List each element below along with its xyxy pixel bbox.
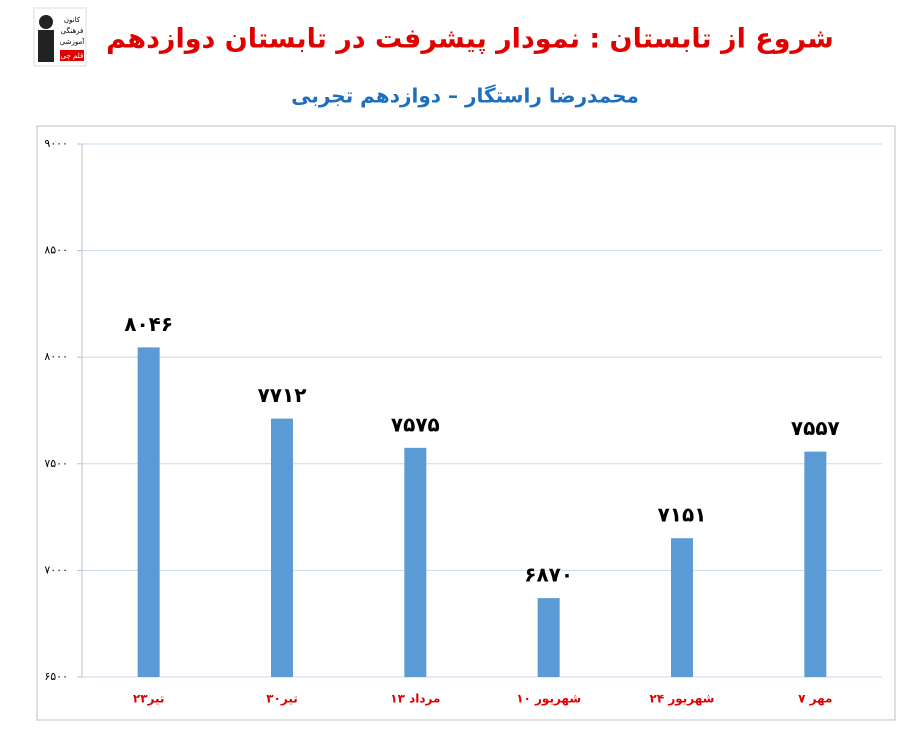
logo-text: آموزشی <box>60 37 85 46</box>
logo-badge <box>60 50 84 61</box>
x-tick-label: ۲۳تیر <box>133 692 165 706</box>
chart-frame <box>36 125 896 721</box>
y-tick-label: ۷۵۰۰ <box>44 457 68 470</box>
x-tick-label: ۳۰تیر <box>266 692 298 706</box>
logo-icon <box>38 30 54 62</box>
chart-title: شروع از تابستان : نمودار پیشرفت در تابست… <box>106 24 834 55</box>
logo-text: قلم چی <box>61 52 84 60</box>
x-tick-label: ۱۳ مرداد <box>390 692 440 706</box>
bar <box>671 538 693 677</box>
x-tick-label: ۷ مهر <box>798 692 832 706</box>
bar <box>404 447 427 677</box>
value-label: ۸۰۴۶ <box>124 312 173 336</box>
y-tick-label: ۸۵۰۰ <box>44 244 68 257</box>
y-tick-label: ۶۵۰۰ <box>44 670 68 683</box>
value-label: ۷۱۵۱ <box>658 503 707 527</box>
logo-text: فرهنگی <box>61 26 84 35</box>
bar <box>271 418 293 677</box>
logo: کانون فرهنگی آموزشی قلم چی <box>33 7 87 67</box>
value-label: ۶۸۷۰ <box>524 563 573 587</box>
y-tick-label: ۷۰۰۰ <box>44 563 68 576</box>
chart-subtitle: محمدرضا راستگار – دوازدهم تجربی <box>291 84 639 108</box>
bar <box>537 598 560 677</box>
logo-text: کانون <box>64 16 81 24</box>
x-tick-label: ۲۴ شهریور <box>650 692 715 707</box>
y-tick-label: ۸۰۰۰ <box>44 350 68 363</box>
bar <box>137 347 160 677</box>
value-label: ۷۵۷۵ <box>391 412 440 436</box>
x-tick-label: ۱۰ شهریور <box>516 692 581 707</box>
value-label: ۷۷۱۲ <box>258 383 307 407</box>
y-tick-label: ۹۰۰۰ <box>44 137 68 150</box>
logo-icon <box>39 15 53 29</box>
value-label: ۷۵۵۷ <box>791 416 840 440</box>
bar <box>804 451 827 677</box>
